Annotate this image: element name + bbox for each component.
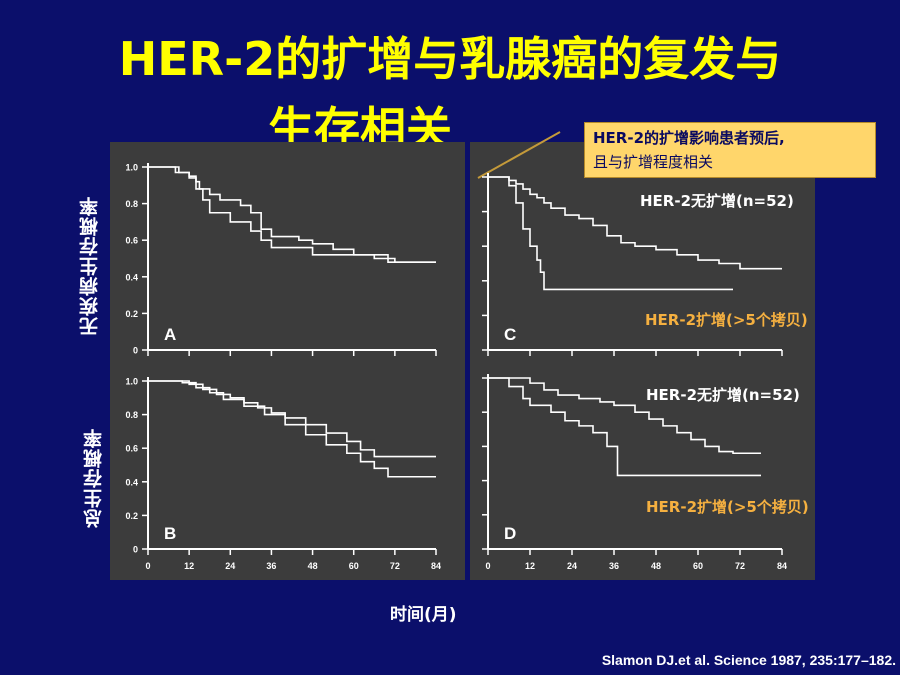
curve-a-2 [148,166,436,263]
slide-title-line1: HER-2的扩增与乳腺癌的复发与 [118,32,782,86]
y-tick-label: 0 [133,545,138,555]
x-tick-label: 48 [651,561,661,571]
panel-letter: D [504,524,516,543]
y-tick-label: 0.2 [125,511,138,521]
x-tick-label: 0 [145,561,150,571]
x-tick-label: 60 [349,561,359,571]
x-tick-label: 12 [525,561,535,571]
y-tick-label: 0.8 [125,410,138,420]
panel-c: C [482,173,783,356]
legend-label-c-2: HER-2扩增(>5个拷贝) [645,311,808,329]
x-tick-label: 24 [567,561,577,571]
callout-line2: 且与扩增程度相关 [593,153,714,171]
y-tick-label: 1.0 [125,377,138,387]
y-tick-label: 0.8 [125,199,138,209]
x-tick-label: 36 [609,561,619,571]
x-tick-label: 48 [308,561,318,571]
legend-label-d-2: HER-2扩增(>5个拷贝) [646,498,809,516]
legend-label-d-1: HER-2无扩增(n=52) [646,386,800,404]
plot-area: 0 0.2 0.4 0.6 0.8 1.0 A 0 0.2 0.4 0.6 0.8 1.0 0 12 24 36… [125,163,787,572]
panel-letter: B [164,524,176,543]
x-tick-label: 72 [735,561,745,571]
left-panel-background [110,142,465,580]
callout-box: HER-2的扩增影响患者预后, 且与扩增程度相关 [584,122,876,178]
curve-d-1 [488,377,761,455]
x-tick-label: 72 [390,561,400,571]
legend-label-c-1: HER-2无扩增(n=52) [640,192,794,210]
right-panel-background [470,142,815,580]
source-citation: Slamon DJ.et al. Science 1987, 235:177–1… [601,652,896,668]
x-tick-label: 36 [266,561,276,571]
x-tick-label: 12 [184,561,194,571]
y-axis-label-disease-free: 无疾病生存概率 [79,196,101,336]
y-tick-label: 0 [133,346,138,356]
y-tick-label: 0.6 [125,444,138,454]
y-tick-label: 0.4 [125,272,138,282]
y-axis-label-overall: 总生存概率 [83,428,105,528]
curve-c-2 [488,176,733,291]
y-tick-label: 0.6 [125,236,138,246]
callout-line1: HER-2的扩增影响患者预后, [593,129,785,147]
x-tick-label: 24 [225,561,235,571]
x-tick-label: 0 [485,561,490,571]
panel-letter: A [164,325,176,344]
legend-labels: HER-2无扩增(n=52) HER-2扩增(>5个拷贝) HER-2无扩增(n=5… [640,192,809,516]
x-tick-label: 60 [693,561,703,571]
curve-d-2 [488,377,761,477]
panel-letter: C [504,325,516,344]
panel-a: 0 0.2 0.4 0.6 0.8 1.0 A [125,163,437,356]
y-tick-label: 1.0 [125,163,138,173]
curve-c-1 [488,176,782,270]
panel-b: 0 0.2 0.4 0.6 0.8 1.0 0 12 24 36 48 60 72 84 B [125,377,441,572]
curve-a-1 [148,166,436,263]
x-tick-label: 84 [777,561,787,571]
x-tick-label: 84 [431,561,441,571]
y-tick-label: 0.2 [125,309,138,319]
y-tick-label: 0.4 [125,477,138,487]
callout-pointer [477,131,561,179]
curve-b-2 [148,380,436,478]
panel-d: 0 12 24 36 48 60 72 84 D [482,374,787,571]
curve-b-1 [148,380,436,458]
x-axis-label: 时间(月) [390,605,457,625]
